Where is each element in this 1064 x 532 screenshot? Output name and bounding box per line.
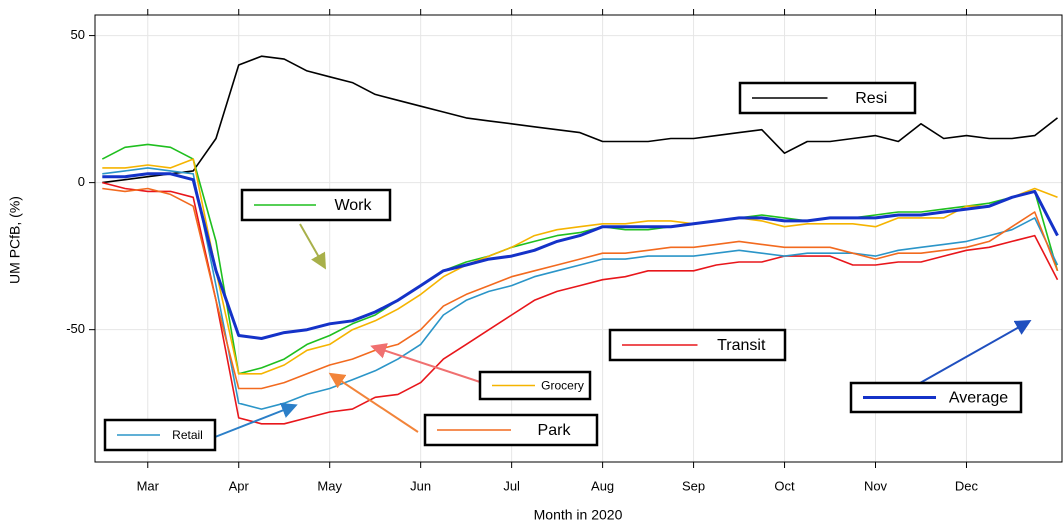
series-line xyxy=(102,55,1058,184)
annotation-arrow xyxy=(328,372,419,433)
x-tick-label: Nov xyxy=(864,478,888,493)
series-line xyxy=(101,143,1059,375)
legend-label: Resi xyxy=(855,90,887,107)
legend-entry: Grocery xyxy=(478,370,592,401)
legend-label: Transit xyxy=(717,337,766,354)
annotation-arrow xyxy=(214,402,298,438)
x-axis-label: Month in 2020 xyxy=(534,507,623,523)
series-line xyxy=(102,158,1058,375)
x-tick-label: Aug xyxy=(591,478,614,493)
x-tick-label: Mar xyxy=(137,478,160,493)
legend-label: Work xyxy=(334,197,372,214)
series-line xyxy=(102,181,1059,425)
legend-entry: Park xyxy=(423,413,599,447)
plot-frame xyxy=(94,14,1063,463)
series-line xyxy=(102,187,1059,390)
legend-entry: Average xyxy=(849,381,1023,414)
legend-entry: Work xyxy=(240,188,392,222)
legend-label: Park xyxy=(538,422,572,439)
y-tick-label: 50 xyxy=(71,27,85,42)
annotation-arrow xyxy=(299,223,326,270)
legend-entry: Retail xyxy=(103,418,217,452)
y-tick-label: -50 xyxy=(66,321,85,336)
x-tick-label: May xyxy=(317,478,342,493)
legend-entry: Resi xyxy=(738,81,917,115)
series-line xyxy=(102,172,1059,340)
y-axis-label: UM PCfB, (%) xyxy=(7,196,23,284)
y-tick-label: 0 xyxy=(78,174,85,189)
x-tick-label: Dec xyxy=(955,478,979,493)
x-tick-label: Apr xyxy=(229,478,250,493)
x-tick-label: Jul xyxy=(503,478,520,493)
legend-label: Average xyxy=(949,390,1008,407)
annotation-arrow xyxy=(919,320,1032,384)
x-tick-label: Sep xyxy=(682,478,705,493)
x-tick-label: Jun xyxy=(410,478,431,493)
annotation-arrow xyxy=(370,343,481,383)
legend-label: Retail xyxy=(172,428,203,442)
x-tick-label: Oct xyxy=(774,478,795,493)
series-line xyxy=(102,167,1059,410)
legend-entry: Transit xyxy=(608,328,787,362)
legend-label: Grocery xyxy=(541,379,584,393)
